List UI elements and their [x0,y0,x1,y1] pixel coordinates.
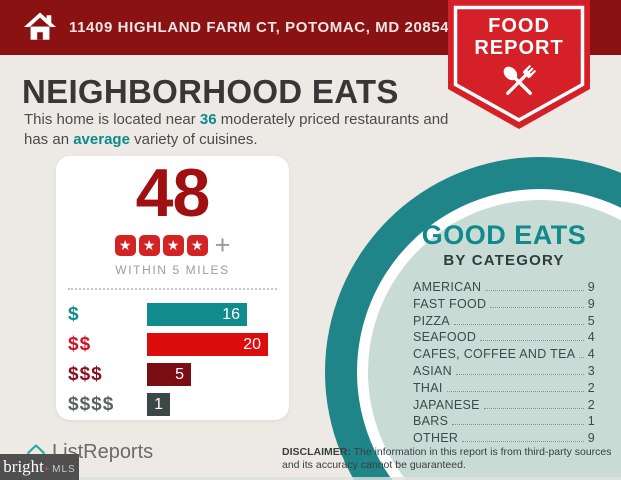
category-value: 3 [587,363,595,378]
category-value: 9 [587,296,595,311]
page-title: NEIGHBORHOOD EATS [22,73,399,110]
category-value: 9 [587,431,595,446]
food-report-badge: FOOD REPORT [448,0,590,131]
dotted-leader [480,340,584,342]
restaurant-stats-card: 48 ★ ★ ★ ★ + WITHIN 5 MILES $ 16 $$ 20 $$$ 5… [56,156,289,420]
subtitle-highlight-variety: average [73,130,130,148]
star-icon: ★ [162,235,184,256]
dotted-leader [483,407,584,409]
house-icon [24,12,56,40]
bright-mls-logo: bright + MLS [0,454,79,480]
category-label: THAI [413,380,443,395]
category-row: BARS 1 [413,414,595,431]
category-list: AMERICAN 9 FAST FOOD 9 PIZZA 5 SEAFOOD 4 CAF… [413,280,595,448]
category-row: CAFES, COFFEE AND TEA 4 [413,347,595,364]
price-bar: 16 [147,303,247,326]
category-row: AMERICAN 9 [413,280,595,297]
price-row: $ 16 [56,303,289,326]
good-eats-panel: GOOD EATS BY CATEGORY AMERICAN 9 FAST FOO… [413,220,595,448]
dotted-divider [68,288,277,290]
price-row: $$$ 5 [56,363,289,386]
restaurant-count: 48 [135,155,211,231]
category-label: PIZZA [413,313,450,328]
dotted-leader [462,441,584,443]
fork-spoon-icon [503,65,536,96]
price-value: 5 [175,365,184,383]
category-label: FAST FOOD [413,296,487,311]
price-label: $$$ [68,363,103,385]
bright-plus-icon: + [43,464,50,474]
good-eats-title: GOOD EATS [421,220,587,250]
category-value: 2 [587,380,595,395]
category-value: 1 [587,414,595,429]
price-row: $$ 20 [56,333,289,356]
price-label: $ [68,303,80,325]
subtitle-text: This home is located near [24,111,200,128]
subtitle-text: moderately priced restaurants and has an [24,111,453,148]
star-icon: ★ [114,235,136,256]
bottom-edge-strip [0,477,621,480]
price-bar: 5 [147,363,191,386]
dotted-leader [456,373,584,375]
price-bar: 20 [147,333,268,356]
category-label: CAFES, COFFEE AND TEA [413,347,576,362]
disclaimer-text: The information in this report is from t… [282,446,615,471]
category-label: OTHER [413,431,459,446]
plus-icon: + [214,230,231,260]
category-label: SEAFOOD [413,330,477,345]
category-value: 5 [587,313,595,328]
category-row: OTHER 9 [413,431,595,448]
property-address: 11409 HIGHLAND FARM CT, POTOMAC, MD 2085… [69,19,450,36]
category-row: SEAFOOD 4 [413,330,595,347]
dotted-leader [490,306,584,308]
star-icon: ★ [138,235,160,256]
category-value: 9 [587,280,595,294]
category-value: 4 [587,330,595,345]
dotted-leader [453,323,584,325]
price-value: 16 [222,305,240,323]
price-bar: 1 [147,393,170,416]
subtitle-text: variety of cuisines. [129,130,258,148]
price-label: $$$$ [68,393,115,415]
good-eats-subtitle: BY CATEGORY [443,252,565,269]
category-row: ASIAN 3 [413,364,595,381]
dotted-leader [452,424,584,426]
category-label: JAPANESE [413,397,480,412]
dotted-leader [446,390,584,392]
disclaimer: DISCLAIMER: The information in this repo… [282,446,620,472]
price-bar-chart: $ 16 $$ 20 $$$ 5 $$$$ 1 [56,303,289,423]
badge-line2: REPORT [474,37,564,59]
price-row: $$$$ 1 [56,393,289,416]
bright-wordmark: bright [3,457,44,476]
category-label: AMERICAN [413,280,482,294]
page-subtitle: This home is located near 36 moderately … [24,110,474,149]
category-row: PIZZA 5 [413,314,595,331]
category-label: ASIAN [413,363,453,378]
subtitle-highlight-count: 36 [199,111,217,128]
badge-title: FOOD REPORT [448,15,590,59]
category-row: FAST FOOD 9 [413,297,595,314]
disclaimer-label: DISCLAIMER: [282,446,351,458]
category-value: 4 [587,347,595,362]
price-label: $$ [68,333,92,355]
category-row: THAI 2 [413,381,595,398]
mls-label: MLS [52,464,76,475]
category-label: BARS [413,414,449,429]
star-rating: ★ ★ ★ ★ + [56,230,289,260]
star-icon: ★ [186,235,208,256]
dotted-leader [579,357,584,359]
price-value: 20 [243,335,261,353]
category-row: JAPANESE 2 [413,398,595,415]
price-value: 1 [154,395,163,413]
radius-label: WITHIN 5 MILES [115,263,230,277]
category-value: 2 [587,397,595,412]
ribbon-shape [448,0,590,129]
dotted-leader [485,290,584,291]
badge-line1: FOOD [488,15,550,37]
